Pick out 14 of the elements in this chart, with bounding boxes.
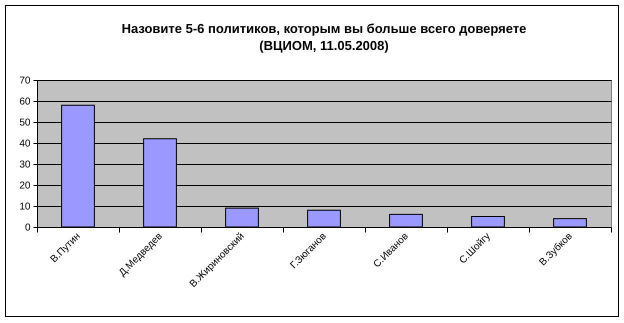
y-tick-label: 50 bbox=[19, 118, 31, 128]
chart-title: Назовите 5-6 политиков, которым вы больше всего доверяете bbox=[122, 21, 526, 36]
bar bbox=[471, 216, 505, 228]
bar bbox=[553, 218, 587, 228]
y-tick-label: 70 bbox=[19, 76, 31, 86]
y-tick-label: 20 bbox=[19, 180, 31, 192]
chart-subtitle: (ВЦИОМ, 11.05.2008) bbox=[259, 38, 389, 53]
y-tick-label: 0 bbox=[24, 222, 31, 234]
bar bbox=[307, 210, 341, 228]
y-tick-label: 60 bbox=[19, 96, 31, 108]
y-tick-label: 30 bbox=[19, 160, 31, 170]
y-tick-label: 40 bbox=[19, 138, 31, 150]
bar bbox=[389, 214, 423, 228]
y-tick-label: 10 bbox=[19, 202, 31, 212]
